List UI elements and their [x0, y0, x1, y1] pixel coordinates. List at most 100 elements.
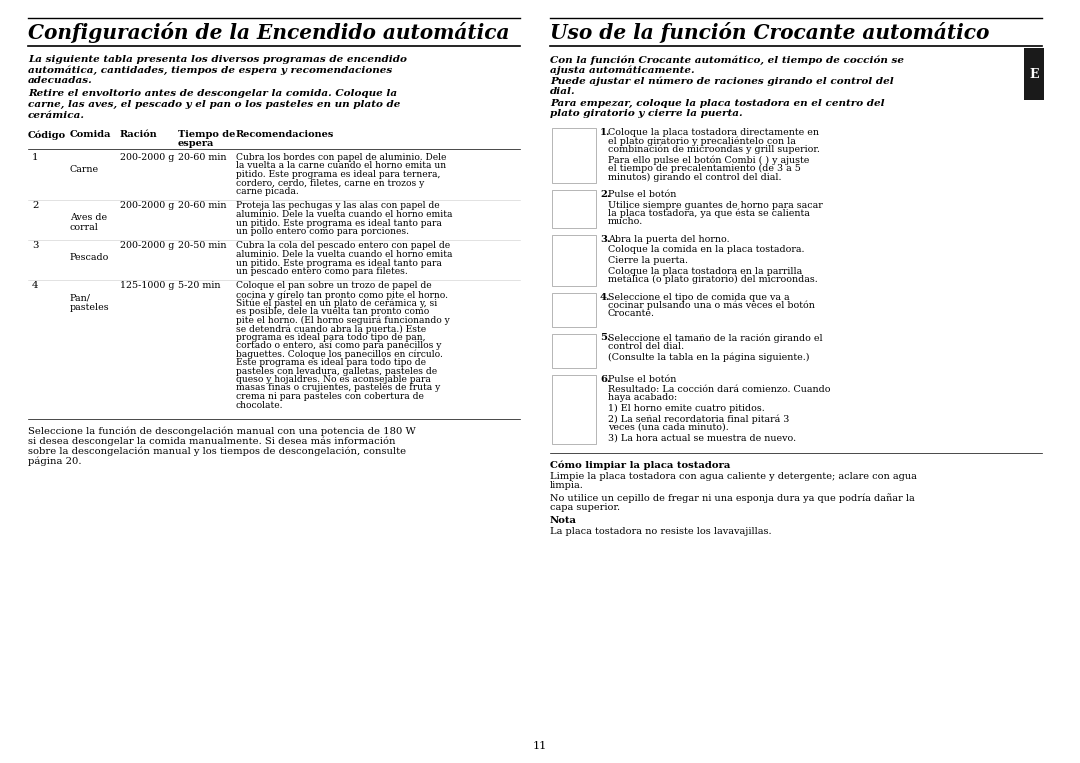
Text: 5.: 5.	[600, 333, 610, 343]
Text: (Consulte la tabla en la página siguiente.): (Consulte la tabla en la página siguient…	[608, 353, 810, 362]
Text: combinación de microondas y grill superior.: combinación de microondas y grill superi…	[608, 145, 820, 154]
Text: haya acabado:: haya acabado:	[608, 394, 677, 403]
Text: corral: corral	[70, 223, 99, 231]
Text: 20-60 min: 20-60 min	[178, 201, 227, 211]
Text: Ración: Ración	[120, 130, 158, 139]
Text: la vuelta a la carne cuando el horno emita un: la vuelta a la carne cuando el horno emi…	[237, 162, 446, 170]
Text: Recomendaciones: Recomendaciones	[237, 130, 335, 139]
Text: el tiempo de precalentamiento (de 3 a 5: el tiempo de precalentamiento (de 3 a 5	[608, 164, 801, 173]
Text: Tiempo de: Tiempo de	[178, 130, 235, 139]
Text: Pulse el botón: Pulse el botón	[608, 375, 676, 384]
Text: Retire el envoltorio antes de descongelar la comida. Coloque la: Retire el envoltorio antes de descongela…	[28, 89, 397, 98]
Text: 200-2000 g: 200-2000 g	[120, 242, 174, 250]
Text: Código: Código	[28, 130, 66, 140]
Text: E: E	[1029, 67, 1039, 81]
Bar	[552, 128, 596, 183]
Text: Nota: Nota	[550, 516, 577, 525]
Text: Abra la puerta del horno.: Abra la puerta del horno.	[608, 235, 730, 244]
Text: 20-50 min: 20-50 min	[178, 242, 227, 250]
Text: aluminio. Dele la vuelta cuando el horno emita: aluminio. Dele la vuelta cuando el horno…	[237, 250, 453, 259]
Text: Cómo limpiar la placa tostadora: Cómo limpiar la placa tostadora	[550, 461, 730, 471]
Text: el plato giratorio y precaliéntelo con la: el plato giratorio y precaliéntelo con l…	[608, 137, 796, 146]
Text: carne, las aves, el pescado y el pan o los pasteles en un plato de: carne, las aves, el pescado y el pan o l…	[28, 100, 401, 109]
Text: Cierre la puerta.: Cierre la puerta.	[608, 256, 688, 265]
Bar	[552, 235, 596, 285]
Text: chocolate.: chocolate.	[237, 401, 283, 410]
Text: metálica (o plato giratorio) del microondas.: metálica (o plato giratorio) del microon…	[608, 275, 818, 285]
Text: 1) El horno emite cuatro pitidos.: 1) El horno emite cuatro pitidos.	[608, 404, 765, 413]
Text: limpia.: limpia.	[550, 481, 584, 491]
Text: 4: 4	[32, 282, 39, 291]
Text: 3: 3	[32, 242, 39, 250]
Text: plato giratorio y cierre la puerta.: plato giratorio y cierre la puerta.	[550, 110, 743, 118]
Text: un pescado entero como para filetes.: un pescado entero como para filetes.	[237, 267, 408, 276]
Text: 20-60 min: 20-60 min	[178, 153, 227, 162]
Text: 6.: 6.	[600, 375, 610, 384]
Text: Coloque la comida en la placa tostadora.: Coloque la comida en la placa tostadora.	[608, 246, 805, 255]
Text: Seleccione la función de descongelación manual con una potencia de 180 W: Seleccione la función de descongelación …	[28, 427, 416, 436]
Text: 2.: 2.	[600, 190, 610, 199]
Text: queso y hojaldres. No es aconsejable para: queso y hojaldres. No es aconsejable par…	[237, 375, 431, 384]
Text: minutos) girando el control del dial.: minutos) girando el control del dial.	[608, 172, 782, 182]
Text: Crocante.: Crocante.	[608, 310, 654, 318]
Text: Sitúe el pastel en un plato de cerámica y, si: Sitúe el pastel en un plato de cerámica …	[237, 298, 437, 308]
Text: 2: 2	[32, 201, 39, 211]
Text: Con la función Crocante automático, el tiempo de cocción se: Con la función Crocante automático, el t…	[550, 55, 904, 65]
Text: 5-20 min: 5-20 min	[178, 282, 220, 291]
Text: masas finas o crujientes, pasteles de fruta y: masas finas o crujientes, pasteles de fr…	[237, 384, 441, 392]
Text: pite el horno. (El horno seguirá funcionando y: pite el horno. (El horno seguirá funcion…	[237, 315, 449, 325]
Text: veces (una cada minuto).: veces (una cada minuto).	[608, 423, 729, 432]
Text: programa es ideal para todo tipo de pan,: programa es ideal para todo tipo de pan,	[237, 333, 426, 342]
Bar	[1024, 48, 1044, 100]
Text: un pitido. Este programa es ideal tanto para: un pitido. Este programa es ideal tanto …	[237, 218, 442, 227]
Text: un pollo entero como para porciones.: un pollo entero como para porciones.	[237, 227, 409, 236]
Text: Configuración de la Encendido automática: Configuración de la Encendido automática	[28, 22, 510, 43]
Text: 11: 11	[532, 741, 548, 751]
Text: Este programa es ideal para todo tipo de: Este programa es ideal para todo tipo de	[237, 358, 426, 367]
Text: es posible, dele la vuelta tan pronto como: es posible, dele la vuelta tan pronto co…	[237, 307, 429, 316]
Text: capa superior.: capa superior.	[550, 503, 620, 511]
Text: Resultado: La cocción dará comienzo. Cuando: Resultado: La cocción dará comienzo. Cua…	[608, 385, 831, 394]
Text: Pulse el botón: Pulse el botón	[608, 190, 676, 199]
Text: Proteja las pechugas y las alas con papel de: Proteja las pechugas y las alas con pape…	[237, 201, 440, 211]
Text: se detendrá cuando abra la puerta.) Este: se detendrá cuando abra la puerta.) Este	[237, 324, 427, 333]
Text: 4.: 4.	[600, 292, 610, 301]
Text: Puede ajustar el número de raciones girando el control del: Puede ajustar el número de raciones gira…	[550, 77, 894, 86]
Text: página 20.: página 20.	[28, 457, 81, 466]
Text: La placa tostadora no resiste los lavavajillas.: La placa tostadora no resiste los lavava…	[550, 527, 771, 536]
Text: espera: espera	[178, 139, 214, 148]
Text: automática, cantidades, tiempos de espera y recomendaciones: automática, cantidades, tiempos de esper…	[28, 66, 392, 75]
Text: 1.: 1.	[600, 128, 610, 137]
Text: cocina y gírelo tan pronto como pite el horno.: cocina y gírelo tan pronto como pite el …	[237, 290, 448, 300]
Text: 2) La señal recordatoria final pitará 3: 2) La señal recordatoria final pitará 3	[608, 414, 789, 424]
Text: dial.: dial.	[550, 88, 576, 96]
Bar	[552, 333, 596, 368]
Bar	[552, 190, 596, 228]
Text: sobre la descongelación manual y los tiempos de descongelación, consulte: sobre la descongelación manual y los tie…	[28, 447, 406, 456]
Text: mucho.: mucho.	[608, 217, 644, 227]
Text: Coloque el pan sobre un trozo de papel de: Coloque el pan sobre un trozo de papel d…	[237, 282, 432, 291]
Text: Pan/: Pan/	[70, 294, 91, 302]
Text: Uso de la función Crocante automático: Uso de la función Crocante automático	[550, 22, 989, 43]
Text: cortado o entero, así como para panecillos y: cortado o entero, así como para panecill…	[237, 341, 442, 350]
Text: cocinar pulsando una o más veces el botón: cocinar pulsando una o más veces el botó…	[608, 301, 815, 311]
Text: Comida: Comida	[70, 130, 111, 139]
Text: Limpie la placa tostadora con agua caliente y detergente; aclare con agua: Limpie la placa tostadora con agua calie…	[550, 472, 917, 481]
Text: Para empezar, coloque la placa tostadora en el centro del: Para empezar, coloque la placa tostadora…	[550, 99, 885, 108]
Text: Aves de: Aves de	[70, 214, 107, 223]
Text: Coloque la placa tostadora directamente en: Coloque la placa tostadora directamente …	[608, 128, 819, 137]
Text: Coloque la placa tostadora en la parrilla: Coloque la placa tostadora en la parrill…	[608, 266, 802, 275]
Text: No utilice un cepillo de fregar ni una esponja dura ya que podría dañar la: No utilice un cepillo de fregar ni una e…	[550, 493, 915, 503]
Bar	[552, 292, 596, 327]
Text: aluminio. Dele la vuelta cuando el horno emita: aluminio. Dele la vuelta cuando el horno…	[237, 210, 453, 219]
Text: cerámica.: cerámica.	[28, 111, 85, 120]
Text: Pescado: Pescado	[70, 253, 109, 262]
Text: ajusta automáticamente.: ajusta automáticamente.	[550, 66, 694, 75]
Text: crema ni para pasteles con cobertura de: crema ni para pasteles con cobertura de	[237, 392, 423, 401]
Text: 1: 1	[32, 153, 39, 162]
Text: un pitido. Este programa es ideal tanto para: un pitido. Este programa es ideal tanto …	[237, 259, 442, 268]
Text: Seleccione el tamaño de la ración girando el: Seleccione el tamaño de la ración girand…	[608, 333, 823, 343]
Text: 200-2000 g: 200-2000 g	[120, 153, 174, 162]
Bar	[552, 375, 596, 444]
Text: La siguiente tabla presenta los diversos programas de encendido: La siguiente tabla presenta los diversos…	[28, 55, 407, 64]
